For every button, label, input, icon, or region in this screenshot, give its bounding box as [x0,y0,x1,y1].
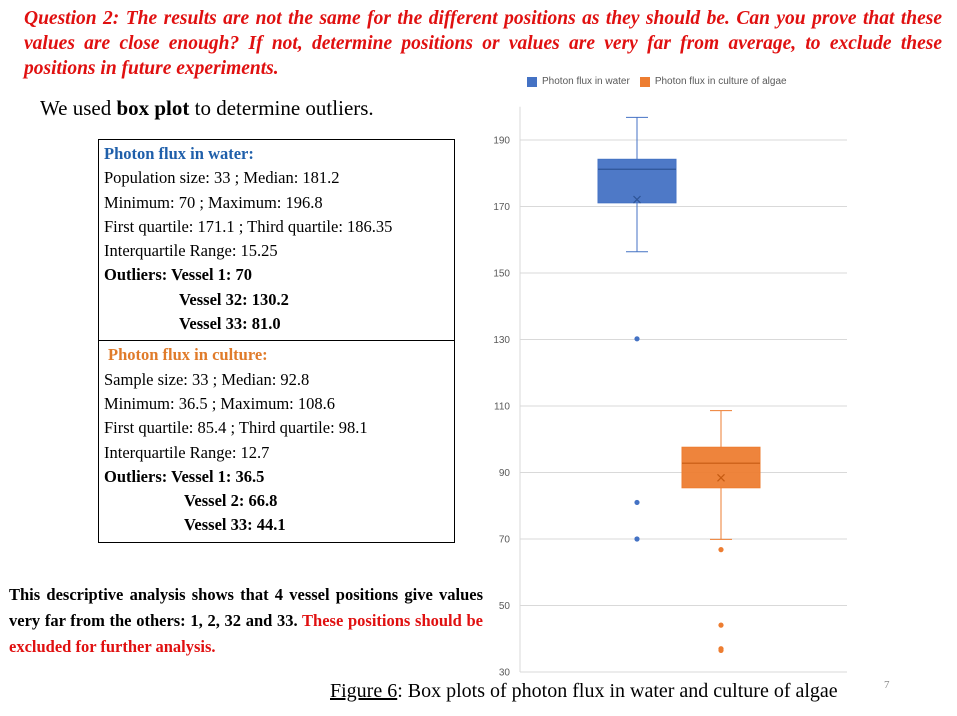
conclusion-red: These positions should be excluded for f… [9,611,484,656]
legend-label-culture: Photon flux in culture of algae [654,76,787,87]
y-tick-label: 150 [493,269,510,280]
culture-outlier-line: Vessel 33: 44.1 [184,515,286,535]
water-stat-line: Minimum: 70 ; Maximum: 196.8 [104,192,323,212]
culture-stats-cell: Photon flux in culture: Sample size: 33 … [98,340,455,543]
statistics-table: Photon flux in water: Population size: 3… [98,138,455,543]
outlier-point [718,547,724,553]
intro-prefix: We used [40,96,117,120]
y-tick-label: 90 [499,468,511,479]
water-outlier-line: Vessel 32: 130.2 [179,289,289,309]
box [681,446,761,489]
water-outliers-line: Outliers: Vessel 1: 70 [104,265,253,285]
box [597,158,677,204]
water-stat-line: Population size: 33 ; Median: 181.2 [104,168,340,188]
culture-stat-line: First quartile: 85.4 ; Third quartile: 9… [104,418,368,438]
outlier-point [634,336,640,342]
intro-text: We used box plot to determine outliers. [40,96,374,121]
water-stat-line: Interquartile Range: 15.25 [104,241,278,261]
mean-marker [633,195,641,204]
conclusion-text: This descriptive analysis shows that 4 v… [9,582,483,660]
water-outlier-line: Vessel 33: 81.0 [179,314,281,334]
culture-stat-line: Minimum: 36.5 ; Maximum: 108.6 [104,393,336,413]
water-stat-line: First quartile: 171.1 ; Third quartile: … [104,216,393,236]
water-stats-cell: Photon flux in water: Population size: 3… [98,138,455,342]
legend-swatch-water [527,76,537,87]
y-tick-label: 30 [499,668,511,679]
y-tick-label: 50 [499,601,511,612]
outlier-point [634,536,640,542]
culture-stats-row: Photon flux in culture: Sample size: 33 … [98,340,455,543]
water-stats-header: Photon flux in water: [104,144,254,163]
y-tick-label: 190 [493,136,510,147]
legend-item-culture: Photon flux in culture of algae [639,76,787,87]
legend-swatch-culture [639,76,650,87]
culture-outlier-line: Vessel 2: 66.8 [184,491,278,511]
y-tick-label: 70 [499,535,511,546]
figure-caption: Figure 6: Box plots of photon flux in wa… [330,680,838,703]
y-tick-label: 170 [493,202,510,213]
culture-stats-header: Photon flux in culture: [108,345,268,365]
culture-outliers-line: Outliers: Vessel 1: 36.5 [104,466,265,486]
intro-bold: box plot [116,96,190,120]
culture-stat-line: Sample size: 33 ; Median: 92.8 [104,369,310,389]
box-plot-chart: 30 50 70 90 110 130 150 170 190 [493,106,847,679]
conclusion-black: This descriptive analysis shows that 4 v… [9,585,483,630]
legend-item-water: Photon flux in water [527,76,630,87]
water-stats-row: Photon flux in water: Population size: 3… [98,138,455,342]
outlier-point [634,499,640,506]
y-tick-label: 110 [494,402,510,413]
mean-marker [717,473,725,482]
outlier-point [718,622,724,628]
intro-suffix: to determine outliers. [189,96,374,120]
page-number: 7 [884,679,890,691]
legend-label-water: Photon flux in water [542,76,630,87]
chart-legend: Photon flux in water Photon flux in cult… [527,76,787,87]
figure-caption-text: : Box plots of photon flux in water and … [397,680,838,702]
y-tick-label: 130 [493,335,510,346]
figure-label: Figure 6 [330,680,398,702]
question-text: Question 2: The results are not the same… [24,8,942,79]
culture-stat-line: Interquartile Range: 12.7 [104,442,270,462]
outlier-point [718,647,724,653]
